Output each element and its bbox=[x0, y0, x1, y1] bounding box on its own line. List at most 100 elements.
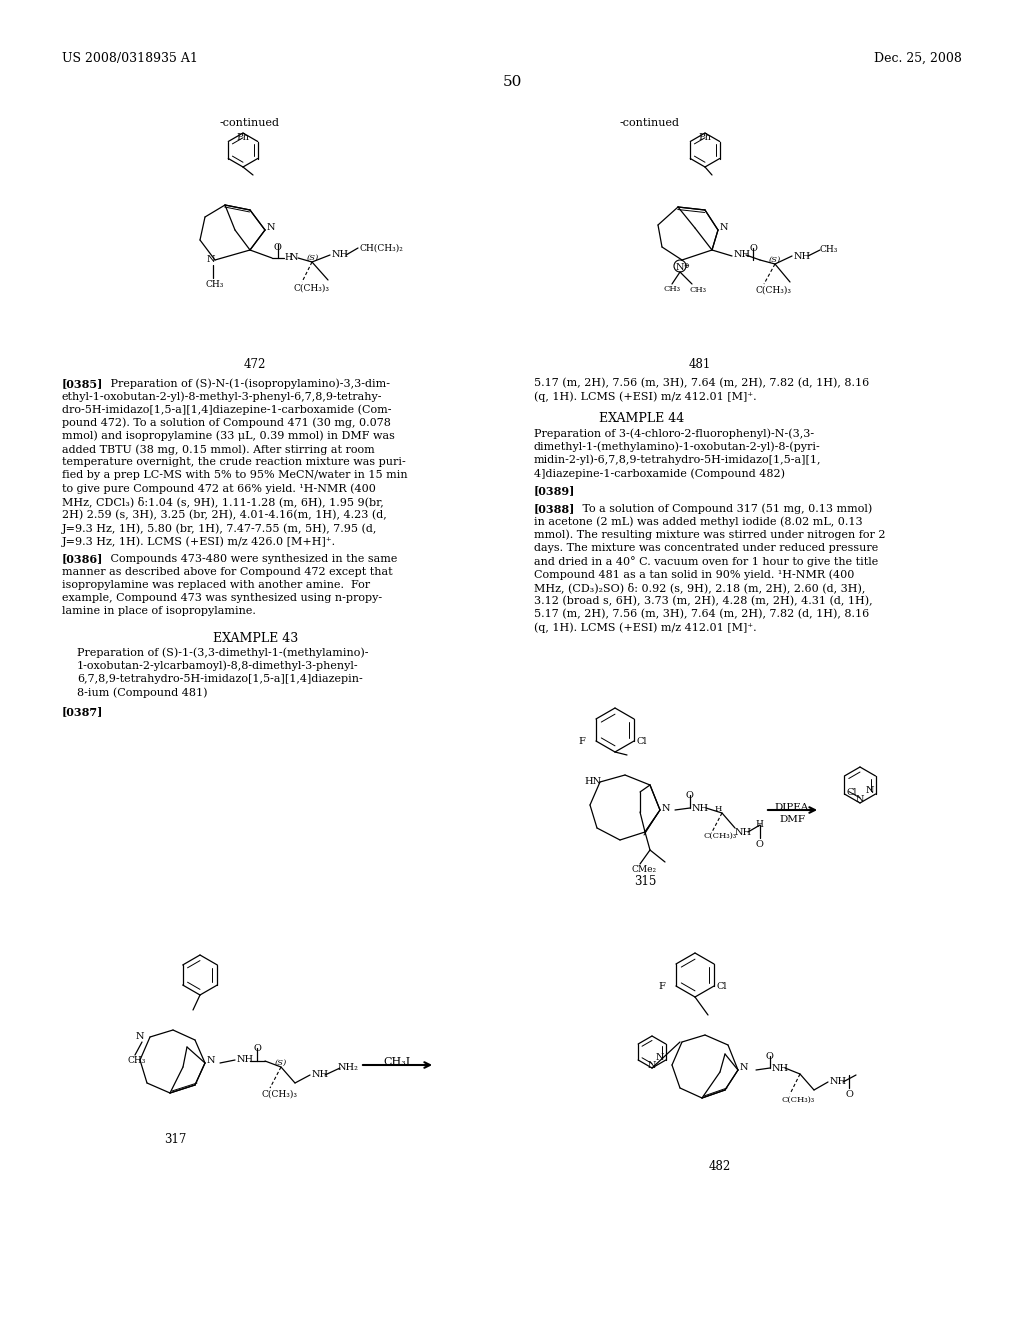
Text: 472: 472 bbox=[244, 358, 266, 371]
Text: J=9.3 Hz, 1H). LCMS (+ESI) m/z 426.0 [M+H]⁺.: J=9.3 Hz, 1H). LCMS (+ESI) m/z 426.0 [M+… bbox=[62, 536, 336, 546]
Text: J=9.3 Hz, 1H), 5.80 (br, 1H), 7.47-7.55 (m, 5H), 7.95 (d,: J=9.3 Hz, 1H), 5.80 (br, 1H), 7.47-7.55 … bbox=[62, 523, 378, 533]
Text: N: N bbox=[290, 253, 299, 261]
Text: N: N bbox=[865, 785, 874, 795]
Text: C(CH₃)₃: C(CH₃)₃ bbox=[756, 286, 792, 294]
Text: 315: 315 bbox=[634, 875, 656, 888]
Text: CH₃: CH₃ bbox=[664, 285, 681, 293]
Text: 5.17 (m, 2H), 7.56 (m, 3H), 7.64 (m, 2H), 7.82 (d, 1H), 8.16: 5.17 (m, 2H), 7.56 (m, 3H), 7.64 (m, 2H)… bbox=[534, 378, 869, 388]
Text: N: N bbox=[720, 223, 728, 232]
Text: [0387]: [0387] bbox=[62, 706, 103, 717]
Text: C(CH₃)₃: C(CH₃)₃ bbox=[705, 832, 737, 840]
Text: N: N bbox=[655, 1053, 665, 1063]
Text: example, Compound 473 was synthesized using n-propy-: example, Compound 473 was synthesized us… bbox=[62, 593, 382, 603]
Text: 2H) 2.59 (s, 3H), 3.25 (br, 2H), 4.01-4.16(m, 1H), 4.23 (d,: 2H) 2.59 (s, 3H), 3.25 (br, 2H), 4.01-4.… bbox=[62, 510, 387, 520]
Text: 50: 50 bbox=[503, 75, 521, 88]
Text: N: N bbox=[207, 1056, 215, 1065]
Text: H: H bbox=[755, 820, 763, 829]
Text: temperature overnight, the crude reaction mixture was puri-: temperature overnight, the crude reactio… bbox=[62, 457, 406, 467]
Text: CH(CH₃)₂: CH(CH₃)₂ bbox=[360, 244, 403, 253]
Text: lamine in place of isopropylamine.: lamine in place of isopropylamine. bbox=[62, 606, 256, 616]
Text: -continued: -continued bbox=[620, 117, 680, 128]
Text: N: N bbox=[136, 1032, 144, 1041]
Text: C(CH₃)₃: C(CH₃)₃ bbox=[294, 284, 330, 293]
Text: NH: NH bbox=[237, 1055, 254, 1064]
Text: days. The mixture was concentrated under reduced pressure: days. The mixture was concentrated under… bbox=[534, 543, 879, 553]
Text: O: O bbox=[845, 1090, 853, 1100]
Text: F: F bbox=[578, 737, 585, 746]
Text: DIPEA: DIPEA bbox=[775, 803, 809, 812]
Text: H: H bbox=[284, 253, 292, 261]
Text: NH: NH bbox=[734, 249, 752, 259]
Text: 1-oxobutan-2-ylcarbamoyl)-8,8-dimethyl-3-phenyl-: 1-oxobutan-2-ylcarbamoyl)-8,8-dimethyl-3… bbox=[77, 661, 358, 672]
Text: Cl: Cl bbox=[847, 788, 857, 797]
Text: manner as described above for Compound 472 except that: manner as described above for Compound 4… bbox=[62, 566, 392, 577]
Text: CH₃: CH₃ bbox=[128, 1056, 146, 1065]
Text: 5.17 (m, 2H), 7.56 (m, 3H), 7.64 (m, 2H), 7.82 (d, 1H), 8.16: 5.17 (m, 2H), 7.56 (m, 3H), 7.64 (m, 2H)… bbox=[534, 609, 869, 619]
Text: N: N bbox=[856, 795, 864, 804]
Text: CH₃: CH₃ bbox=[820, 246, 839, 253]
Text: midin-2-yl)-6,7,8,9-tetrahydro-5H-imidazo[1,5-a][1,: midin-2-yl)-6,7,8,9-tetrahydro-5H-imidaz… bbox=[534, 455, 821, 466]
Text: O: O bbox=[274, 243, 282, 252]
Text: Ph: Ph bbox=[237, 133, 250, 143]
Text: Preparation of (S)-N-(1-(isopropylamino)-3,3-dim-: Preparation of (S)-N-(1-(isopropylamino)… bbox=[100, 378, 390, 388]
Text: Dec. 25, 2008: Dec. 25, 2008 bbox=[874, 51, 962, 65]
Text: and dried in a 40° C. vacuum oven for 1 hour to give the title: and dried in a 40° C. vacuum oven for 1 … bbox=[534, 556, 879, 568]
Text: [0386]: [0386] bbox=[62, 553, 103, 565]
Text: pound 472). To a solution of Compound 471 (30 mg, 0.078: pound 472). To a solution of Compound 47… bbox=[62, 417, 391, 428]
Text: CH₃I: CH₃I bbox=[383, 1057, 411, 1067]
Text: NH: NH bbox=[332, 249, 349, 259]
Text: Preparation of (S)-1-(3,3-dimethyl-1-(methylamino)-: Preparation of (S)-1-(3,3-dimethyl-1-(me… bbox=[77, 648, 369, 659]
Text: NH: NH bbox=[735, 828, 752, 837]
Text: US 2008/0318935 A1: US 2008/0318935 A1 bbox=[62, 51, 198, 65]
Text: NH₂: NH₂ bbox=[338, 1063, 358, 1072]
Text: O: O bbox=[686, 791, 694, 800]
Text: in acetone (2 mL) was added methyl iodide (8.02 mL, 0.13: in acetone (2 mL) was added methyl iodid… bbox=[534, 516, 862, 527]
Text: CMe₂: CMe₂ bbox=[631, 865, 656, 874]
Text: NH: NH bbox=[830, 1077, 847, 1086]
Text: (q, 1H). LCMS (+ESI) m/z 412.01 [M]⁺.: (q, 1H). LCMS (+ESI) m/z 412.01 [M]⁺. bbox=[534, 622, 757, 632]
Text: Preparation of 3-(4-chloro-2-fluorophenyl)-N-(3,3-: Preparation of 3-(4-chloro-2-fluoropheny… bbox=[534, 429, 814, 440]
Text: CH₃: CH₃ bbox=[205, 280, 223, 289]
Text: ethyl-1-oxobutan-2-yl)-8-methyl-3-phenyl-6,7,8,9-tetrahy-: ethyl-1-oxobutan-2-yl)-8-methyl-3-phenyl… bbox=[62, 391, 383, 401]
Text: 3.12 (broad s, 6H), 3.73 (m, 2H), 4.28 (m, 2H), 4.31 (d, 1H),: 3.12 (broad s, 6H), 3.73 (m, 2H), 4.28 (… bbox=[534, 595, 872, 606]
Text: CH₃: CH₃ bbox=[690, 286, 707, 294]
Text: O: O bbox=[749, 244, 757, 253]
Text: DMF: DMF bbox=[779, 814, 805, 824]
Text: N: N bbox=[207, 255, 215, 264]
Text: MHz, (CD₃)₂SO) δ: 0.92 (s, 9H), 2.18 (m, 2H), 2.60 (d, 3H),: MHz, (CD₃)₂SO) δ: 0.92 (s, 9H), 2.18 (m,… bbox=[534, 582, 865, 594]
Text: fied by a prep LC-MS with 5% to 95% MeCN/water in 15 min: fied by a prep LC-MS with 5% to 95% MeCN… bbox=[62, 470, 408, 480]
Text: C(CH₃)₃: C(CH₃)₃ bbox=[262, 1090, 298, 1100]
Text: mmol). The resulting mixture was stirred under nitrogen for 2: mmol). The resulting mixture was stirred… bbox=[534, 529, 886, 540]
Text: Cl: Cl bbox=[636, 737, 646, 746]
Text: dro-5H-imidazo[1,5-a][1,4]diazepine-1-carboxamide (Com-: dro-5H-imidazo[1,5-a][1,4]diazepine-1-ca… bbox=[62, 404, 391, 414]
Text: (S): (S) bbox=[307, 253, 319, 261]
Text: Cl: Cl bbox=[716, 982, 727, 991]
Text: EXAMPLE 44: EXAMPLE 44 bbox=[599, 412, 685, 425]
Text: mmol) and isopropylamine (33 μL, 0.39 mmol) in DMF was: mmol) and isopropylamine (33 μL, 0.39 mm… bbox=[62, 430, 395, 441]
Text: NH: NH bbox=[312, 1071, 329, 1078]
Text: dimethyl-1-(methylamino)-1-oxobutan-2-yl)-8-(pyri-: dimethyl-1-(methylamino)-1-oxobutan-2-yl… bbox=[534, 442, 821, 453]
Text: N: N bbox=[648, 1061, 656, 1071]
Text: NH: NH bbox=[794, 252, 811, 261]
Text: 482: 482 bbox=[709, 1160, 731, 1173]
Text: added TBTU (38 mg, 0.15 mmol). After stirring at room: added TBTU (38 mg, 0.15 mmol). After sti… bbox=[62, 444, 375, 454]
Text: ⊕: ⊕ bbox=[683, 261, 689, 271]
Text: C(CH₃)₃: C(CH₃)₃ bbox=[782, 1096, 815, 1104]
Text: Ph: Ph bbox=[698, 133, 712, 143]
Text: MHz, CDCl₃) δ:1.04 (s, 9H), 1.11-1.28 (m, 6H), 1.95 9(br,: MHz, CDCl₃) δ:1.04 (s, 9H), 1.11-1.28 (m… bbox=[62, 496, 384, 508]
Text: (q, 1H). LCMS (+ESI) m/z 412.01 [M]⁺.: (q, 1H). LCMS (+ESI) m/z 412.01 [M]⁺. bbox=[534, 391, 757, 401]
Text: N: N bbox=[740, 1063, 749, 1072]
Text: [0385]: [0385] bbox=[62, 378, 103, 389]
Text: Compounds 473-480 were synthesized in the same: Compounds 473-480 were synthesized in th… bbox=[100, 553, 397, 564]
Text: NH: NH bbox=[692, 804, 710, 813]
Text: F: F bbox=[658, 982, 665, 991]
Text: 6,7,8,9-tetrahydro-5H-imidazo[1,5-a][1,4]diazepin-: 6,7,8,9-tetrahydro-5H-imidazo[1,5-a][1,4… bbox=[77, 675, 362, 684]
Text: O: O bbox=[253, 1044, 261, 1053]
Text: O: O bbox=[756, 840, 764, 849]
Text: N: N bbox=[662, 804, 671, 813]
Text: (S): (S) bbox=[275, 1059, 288, 1067]
Text: 317: 317 bbox=[164, 1133, 186, 1146]
Text: To a solution of Compound 317 (51 mg, 0.13 mmol): To a solution of Compound 317 (51 mg, 0.… bbox=[572, 503, 872, 513]
Text: EXAMPLE 43: EXAMPLE 43 bbox=[213, 631, 299, 644]
Text: N: N bbox=[267, 223, 275, 232]
